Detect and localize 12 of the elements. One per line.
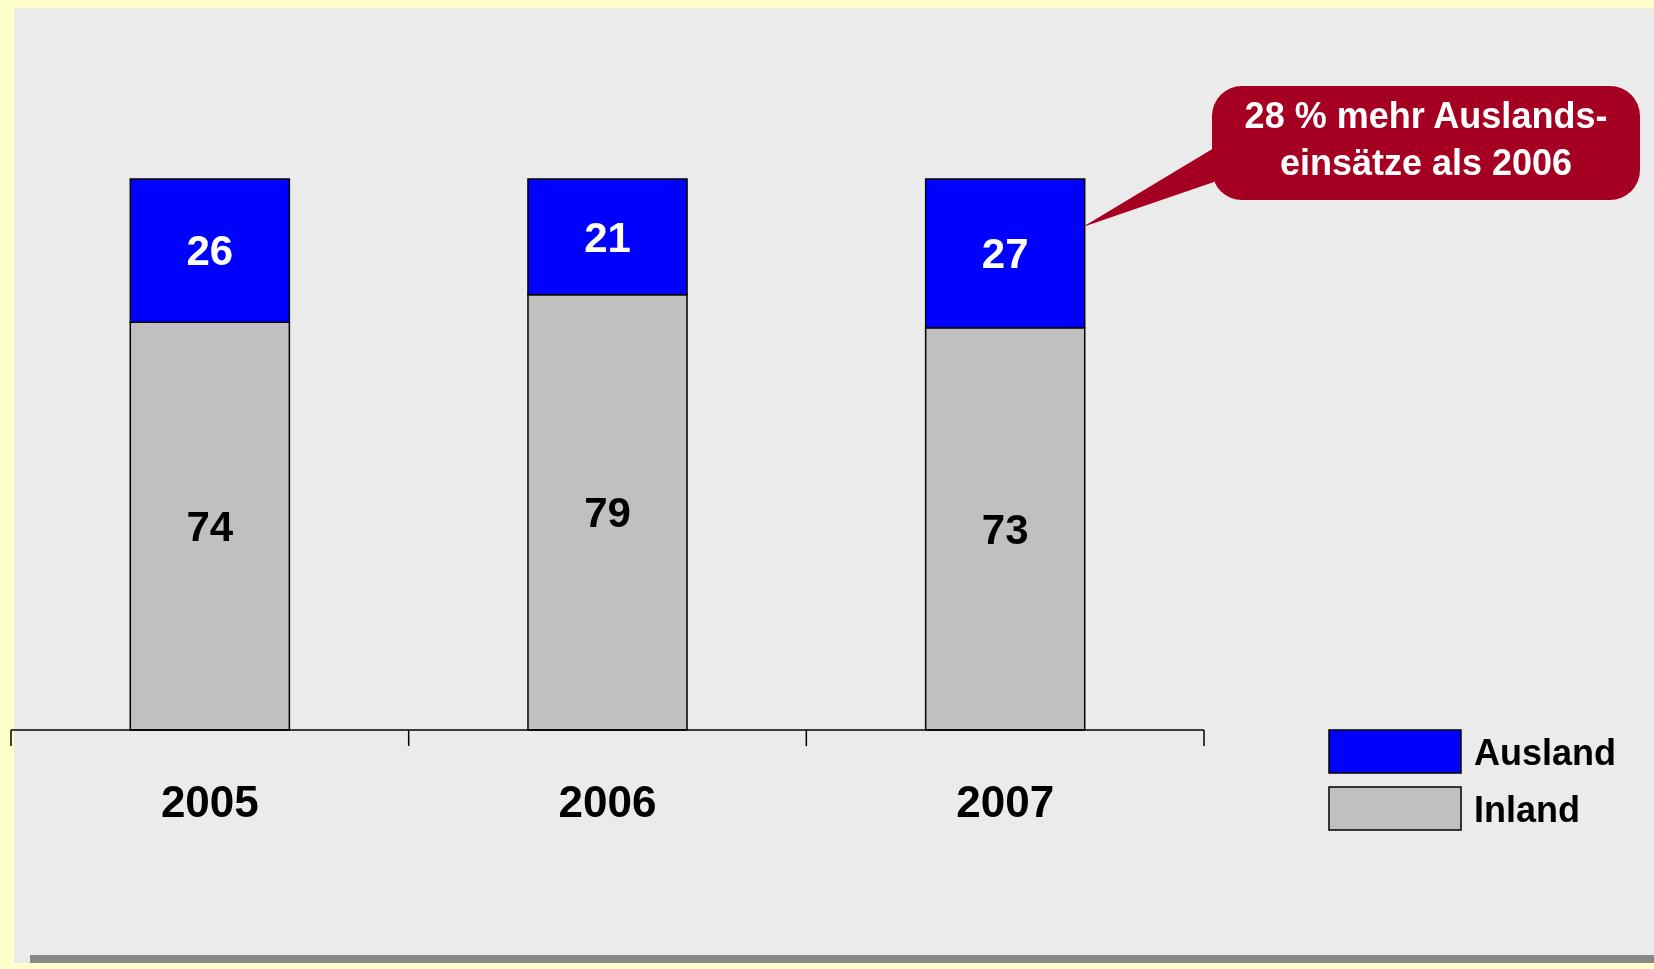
- x-tick-label: 2006: [558, 777, 657, 827]
- data-label: 21: [584, 213, 631, 261]
- data-label: 74: [186, 502, 234, 550]
- legend-label: Ausland: [1474, 731, 1617, 773]
- x-tick-label: 2007: [956, 777, 1055, 827]
- x-tick-label: 2005: [160, 777, 259, 827]
- data-label: 27: [981, 230, 1029, 278]
- data-label: 26: [186, 227, 234, 275]
- text: 28 % mehr Auslands- einsätze als 2006: [1244, 95, 1608, 183]
- legend-label: Inland: [1474, 788, 1580, 830]
- data-label: 79: [584, 489, 631, 537]
- data-label: 73: [981, 505, 1029, 553]
